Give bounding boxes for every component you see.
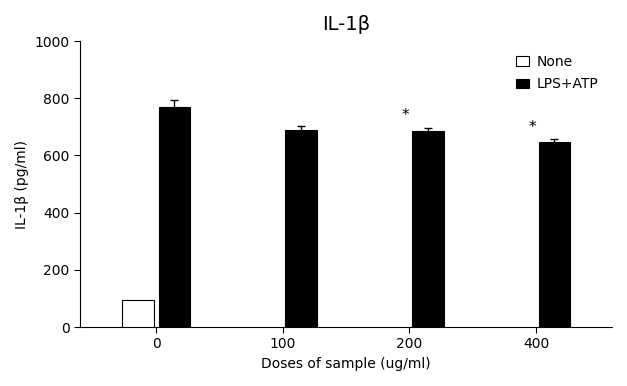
Text: *: *	[402, 108, 409, 124]
Legend: None, LPS+ATP: None, LPS+ATP	[508, 48, 605, 98]
Bar	[412, 131, 443, 327]
Bar	[159, 107, 190, 327]
Y-axis label: IL-1β (pg/ml): IL-1β (pg/ml)	[15, 140, 29, 229]
X-axis label: Doses of sample (ug/ml): Doses of sample (ug/ml)	[261, 357, 431, 371]
Bar	[122, 300, 154, 327]
Text: *: *	[529, 120, 536, 135]
Title: IL-1β: IL-1β	[322, 15, 370, 34]
Bar	[539, 142, 570, 327]
Bar	[285, 130, 317, 327]
